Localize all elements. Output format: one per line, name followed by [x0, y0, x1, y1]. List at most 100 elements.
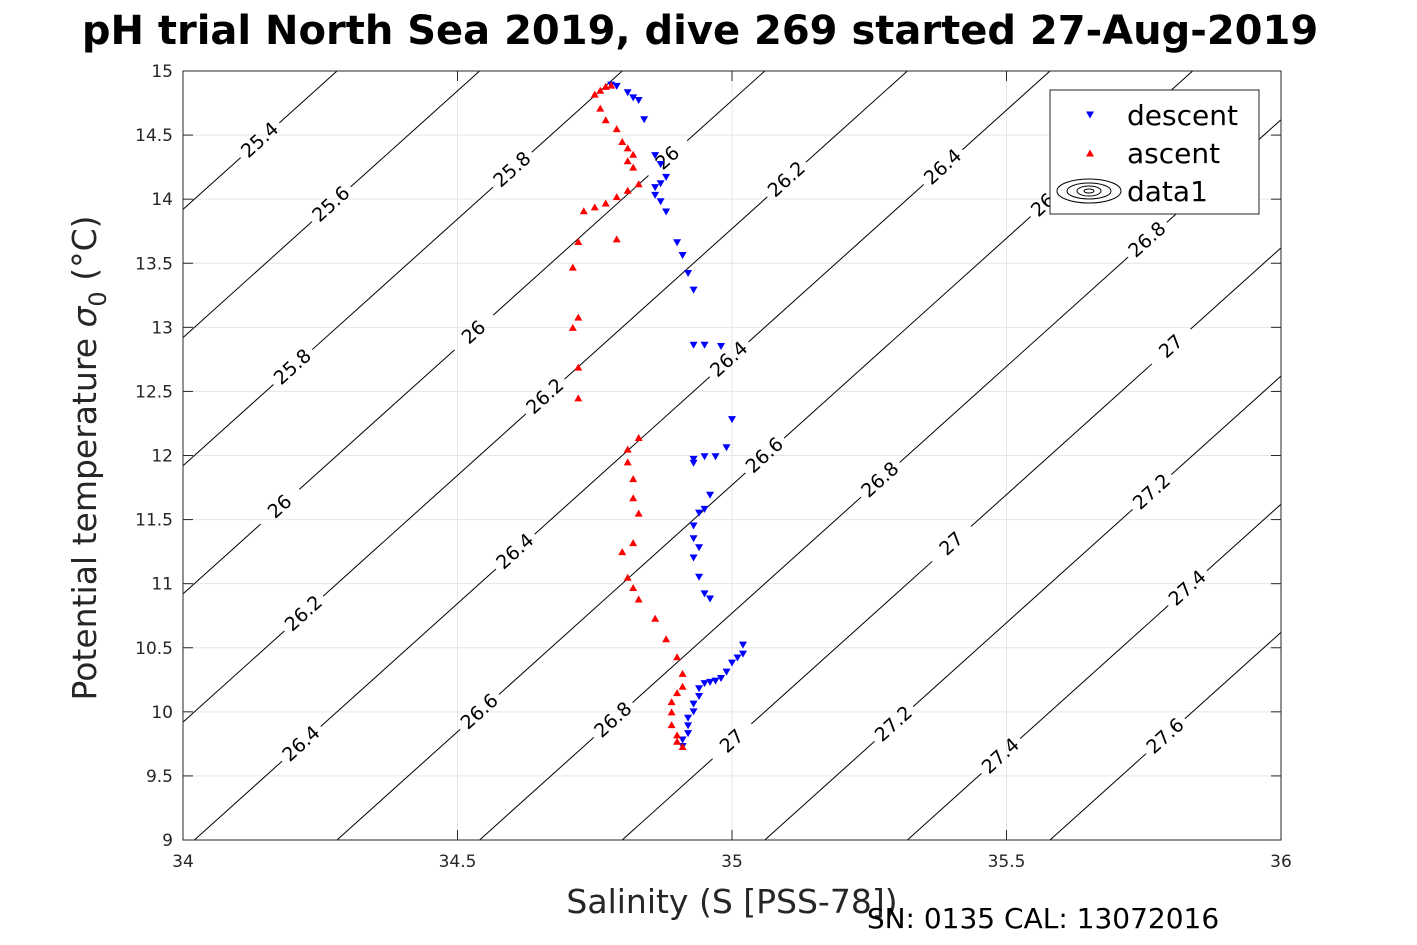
descent-point	[612, 82, 621, 90]
ascent-point	[634, 434, 643, 442]
descent-point	[656, 198, 665, 206]
descent-point	[700, 341, 709, 349]
ascent-point	[612, 235, 621, 243]
ascent-point	[629, 150, 638, 158]
legend-box	[1049, 89, 1260, 215]
descent-point	[728, 659, 736, 667]
isopycnal-line	[350, 70, 480, 188]
ascent-point	[667, 721, 676, 729]
grid-lines	[182, 70, 1282, 841]
isopycnal-line	[962, 70, 1051, 151]
descent-point	[623, 89, 632, 97]
ascent-point	[673, 689, 682, 697]
ascent-point	[629, 494, 638, 502]
isopycnal-line	[311, 186, 494, 351]
ascent-point	[667, 708, 676, 716]
isopycnal-line	[783, 216, 1031, 439]
descent-point	[684, 714, 693, 722]
ascent-point	[601, 199, 610, 207]
ascent-point	[623, 157, 632, 165]
x-axis-label: Salinity (S [PSS-78])	[566, 882, 897, 921]
descent-point	[700, 680, 709, 688]
y-tick-label: 14	[151, 190, 173, 210]
ascent-point	[574, 237, 583, 245]
y-tick-label: 14.5	[135, 126, 173, 146]
isopycnal-line	[534, 376, 711, 535]
y-tick-label: 13	[151, 318, 173, 338]
ascent-point	[618, 548, 627, 556]
isopycnal-line	[907, 773, 982, 841]
isopycnal-line	[182, 157, 241, 210]
descent-point	[684, 730, 693, 738]
ascent-point	[678, 742, 687, 750]
descent-point	[711, 453, 720, 461]
ascent-point	[574, 394, 583, 402]
y-tick-label: 11.5	[135, 511, 173, 531]
isopycnal-line	[182, 523, 261, 595]
ascent-point	[667, 698, 676, 706]
isopycnal-line	[182, 630, 285, 723]
ascent-point	[612, 193, 621, 201]
ascent-point	[662, 635, 671, 643]
descent-point	[689, 341, 698, 349]
descent-point	[640, 116, 649, 124]
isopycnal-line	[492, 175, 649, 316]
descent-point	[673, 239, 682, 247]
legend-descent-marker	[1086, 111, 1094, 119]
legend-label: descent	[1127, 99, 1238, 132]
isopycnal-line	[182, 221, 313, 338]
descent-point	[651, 152, 660, 160]
descent-point	[684, 722, 693, 730]
y-tick-label: 10	[151, 703, 173, 723]
ascent-point	[579, 207, 588, 215]
ascent-point	[623, 144, 632, 152]
y-tick-label: 13.5	[135, 254, 173, 274]
ascent-point	[629, 539, 638, 547]
legend-label: ascent	[1127, 137, 1220, 170]
isopycnal-line	[686, 70, 766, 142]
isopycnal-line	[479, 736, 595, 841]
ascent-point	[678, 682, 687, 690]
descent-point	[738, 650, 747, 658]
descent-point	[717, 675, 726, 683]
ascent-point	[634, 595, 643, 603]
ascent-point	[623, 445, 632, 453]
isopycnal-line	[531, 70, 623, 153]
descent-point	[689, 459, 698, 467]
isopycnal-line	[899, 256, 1129, 463]
descent-point	[728, 416, 736, 424]
descent-point	[684, 270, 693, 278]
descent-point	[695, 692, 704, 700]
isopycnal-line	[970, 363, 1153, 527]
ascent-point	[612, 125, 621, 133]
ascent-point	[623, 458, 632, 466]
ascent-point	[607, 81, 616, 89]
isopycnal-line	[764, 741, 875, 841]
ascent-point	[634, 180, 643, 188]
descent-point	[689, 286, 698, 294]
x-tick-label: 36	[1270, 852, 1292, 872]
ascent-point	[618, 137, 627, 145]
descent-point	[634, 96, 643, 104]
y-tick-label: 11	[151, 575, 173, 595]
descent-point	[662, 173, 671, 181]
descent-point	[700, 590, 709, 598]
ascent-point	[574, 313, 583, 321]
y-tick-label: 10.5	[135, 639, 173, 659]
ascent-point	[629, 584, 638, 592]
legend: descent ascent data1	[1049, 89, 1260, 215]
legend-label: data1	[1127, 175, 1208, 208]
isopycnal-line	[1049, 753, 1147, 841]
ascent-point	[601, 116, 610, 124]
ascent-point	[590, 90, 599, 98]
isopycnal-line	[621, 758, 713, 841]
ascent-point	[651, 614, 660, 622]
isopycnal-line	[632, 496, 862, 703]
ascent-point	[568, 323, 577, 331]
descent-point	[733, 654, 742, 662]
ascent-point	[590, 203, 599, 211]
descent-point	[695, 685, 704, 693]
y-tick-label: 12.5	[135, 382, 173, 402]
descent-point	[695, 544, 704, 552]
